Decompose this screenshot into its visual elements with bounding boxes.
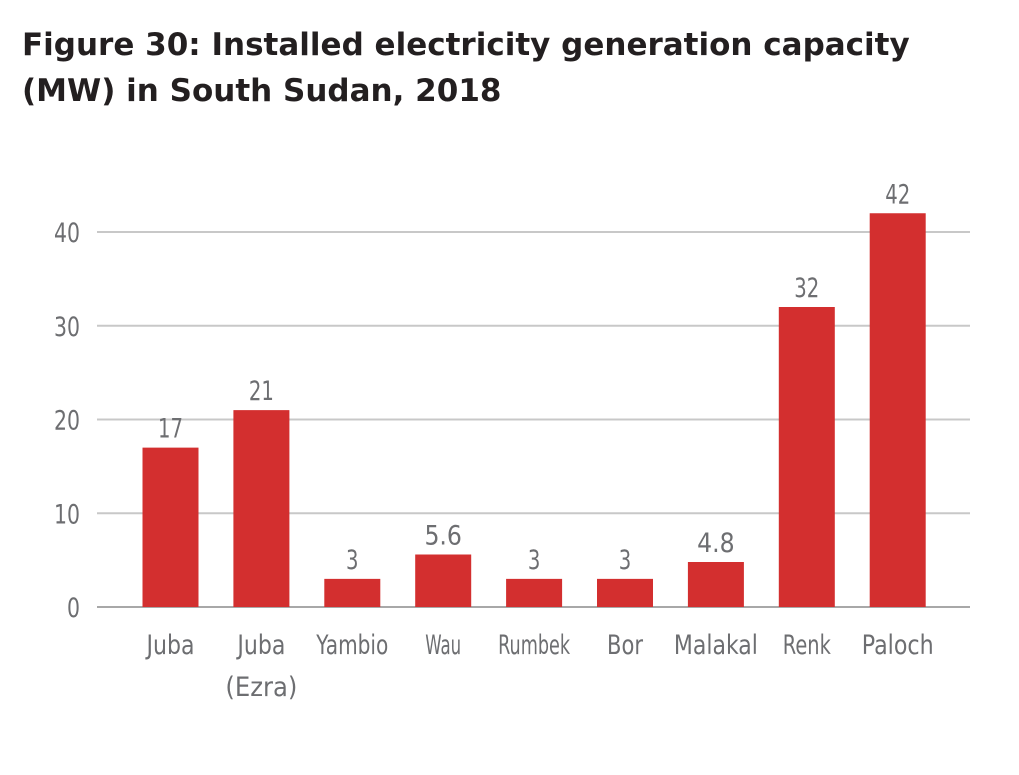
x-tick-label: (Ezra) xyxy=(225,672,297,703)
data-label: 3 xyxy=(528,545,541,576)
y-tick-label: 10 xyxy=(54,499,80,530)
x-tick-label: Juba xyxy=(236,630,286,661)
x-tick-label: Paloch xyxy=(862,630,934,661)
y-tick-label: 40 xyxy=(54,218,80,249)
x-tick-label: Juba xyxy=(145,630,195,661)
x-tick-label: Wau xyxy=(425,630,461,661)
y-tick-label: 0 xyxy=(67,593,80,624)
chart-title-line-2: (MW) in South Sudan, 2018 xyxy=(22,73,502,109)
data-label: 21 xyxy=(249,376,274,407)
data-label: 3 xyxy=(619,545,632,576)
x-tick-label: Malakal xyxy=(674,630,758,661)
x-tick-label: Renk xyxy=(783,630,831,661)
data-label: 42 xyxy=(885,179,910,210)
data-label: 5.6 xyxy=(424,521,462,552)
data-label: 3 xyxy=(346,545,359,576)
bar xyxy=(415,554,472,607)
data-label: 4.8 xyxy=(697,528,735,559)
bar xyxy=(506,578,563,607)
chart-title-line-1: Figure 30: Installed electricity generat… xyxy=(22,27,910,63)
chart-title: Figure 30: Installed electricity generat… xyxy=(22,22,982,114)
bar xyxy=(687,562,744,607)
bar xyxy=(142,447,199,607)
x-tick-label: Yambio xyxy=(316,630,389,661)
x-tick-label: Bor xyxy=(607,630,644,661)
bar xyxy=(778,307,835,607)
y-tick-label: 30 xyxy=(54,312,80,343)
bar xyxy=(233,410,290,607)
bar xyxy=(324,578,381,607)
y-tick-label: 20 xyxy=(54,406,80,437)
data-label: 17 xyxy=(158,414,183,445)
x-tick-label: Rumbek xyxy=(498,630,570,661)
bar xyxy=(869,213,926,607)
data-label: 32 xyxy=(794,273,819,304)
bar xyxy=(597,578,653,607)
